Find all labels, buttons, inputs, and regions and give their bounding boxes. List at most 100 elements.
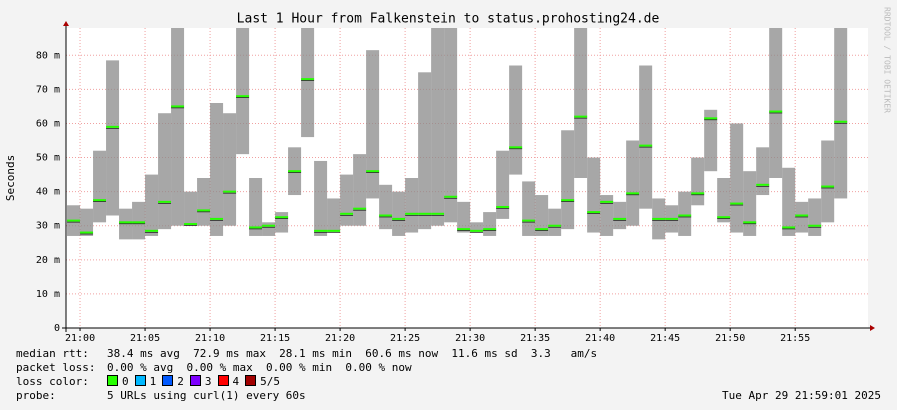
loss-label: loss color: [16,375,89,388]
loss-swatch [162,375,174,386]
x-tick-label: 21:15 [260,333,290,344]
x-arrow [870,325,875,331]
smoke [275,212,289,233]
loss-swatch [189,375,201,386]
smoke [483,212,497,236]
stats-row: packet loss: 0.00 % avg 0.00 % max 0.00 %… [16,361,412,374]
smoke [678,191,692,236]
y-arrow [63,21,69,26]
loss-swatch [217,375,229,386]
smoke [717,178,731,223]
smoke [171,28,185,226]
x-tick-label: 21:25 [390,333,420,344]
chart-title: Last 1 Hour from Falkenstein to status.p… [237,12,660,27]
x-tick-label: 21:45 [650,333,680,344]
smoke [327,198,341,233]
smoke [80,208,94,236]
smoke [184,191,198,226]
smoke [756,147,770,196]
loss-name: 1 [149,375,157,388]
y-tick-label: 60 m [36,118,60,129]
smoke [821,140,835,223]
smoke [301,28,315,138]
x-tick-label: 21:55 [780,333,810,344]
smoke [704,109,718,172]
smoke [548,208,562,236]
stats-text: 38.4 ms avg 72.9 ms max 28.1 ms min 60.6… [107,347,598,360]
smoke [314,160,328,236]
smoke [132,201,146,240]
smoke [808,198,822,236]
y-tick-label: 0 [54,323,60,334]
smoke [93,150,107,223]
y-tick-label: 40 m [36,187,60,198]
smoke [613,201,627,230]
y-tick-label: 30 m [36,221,60,232]
smoke [418,72,432,230]
side-label: RRDTOOL / TOBI OETIKER [883,7,892,113]
y-tick-label: 80 m [36,50,60,61]
x-tick-label: 21:20 [325,333,355,344]
smoke [249,178,263,236]
y-tick-label: 50 m [36,153,60,164]
smoke [197,178,211,226]
smoke [522,181,536,236]
x-tick-label: 21:00 [65,333,95,344]
smoke [340,174,354,226]
probe-label: probe: [16,389,56,402]
loss-swatch [245,375,257,386]
y-tick-label: 10 m [36,289,60,300]
smoke [470,222,484,233]
smoke [431,28,445,226]
loss-name: 3 [204,375,212,388]
x-tick-label: 21:30 [455,333,485,344]
probe-row: probe: 5 URLs using curl(1) every 60s Tue … [16,389,881,402]
x-tick-label: 21:35 [520,333,550,344]
x-tick-label: 21:50 [715,333,745,344]
smoke [743,171,757,236]
smoke [600,195,614,236]
smoke [405,178,419,233]
smoke [639,65,653,209]
smoke [223,113,237,226]
stats-text: 0.00 % avg 0.00 % max 0.00 % min 0.00 % … [107,361,412,374]
smoke [509,65,523,175]
smoke [535,195,549,236]
smoke [236,28,250,155]
smoke [457,201,471,233]
smoke [444,28,458,223]
smoke [561,130,575,230]
loss-swatch [107,375,118,386]
loss-legend: loss color: 0 1 2 3 4 5/5 [16,375,280,388]
stats-row: median rtt: 38.4 ms avg 72.9 ms max 28.1 … [16,347,597,360]
smoke [834,28,848,199]
smoke [392,191,406,236]
smoke [106,60,120,216]
loss-swatch [134,375,146,386]
smoke [262,222,276,236]
loss-name: 0 [122,375,129,388]
smoke [782,167,796,236]
loss-name: 2 [177,375,184,388]
smoke [769,28,783,178]
smoke [158,113,172,230]
loss-name: 5/5 [260,375,280,388]
x-tick-label: 21:05 [130,333,160,344]
x-tick-label: 21:40 [585,333,615,344]
probe-text: 5 URLs using curl(1) every 60s [107,389,306,402]
smoke [626,140,640,226]
smoke [210,103,224,236]
x-tick-label: 21:10 [195,333,225,344]
timestamp: Tue Apr 29 21:59:01 2025 [722,389,881,402]
chart: Last 1 Hour from Falkenstein to status.p… [4,7,892,344]
stats-label: median rtt: [16,347,89,360]
smoke [379,184,393,230]
smoke [496,150,510,219]
y-axis-label: Seconds [4,155,17,201]
smoke [587,157,601,233]
stats-label: packet loss: [16,361,96,374]
smoke [366,50,380,199]
y-tick-label: 70 m [36,84,60,95]
smoke [145,174,159,236]
